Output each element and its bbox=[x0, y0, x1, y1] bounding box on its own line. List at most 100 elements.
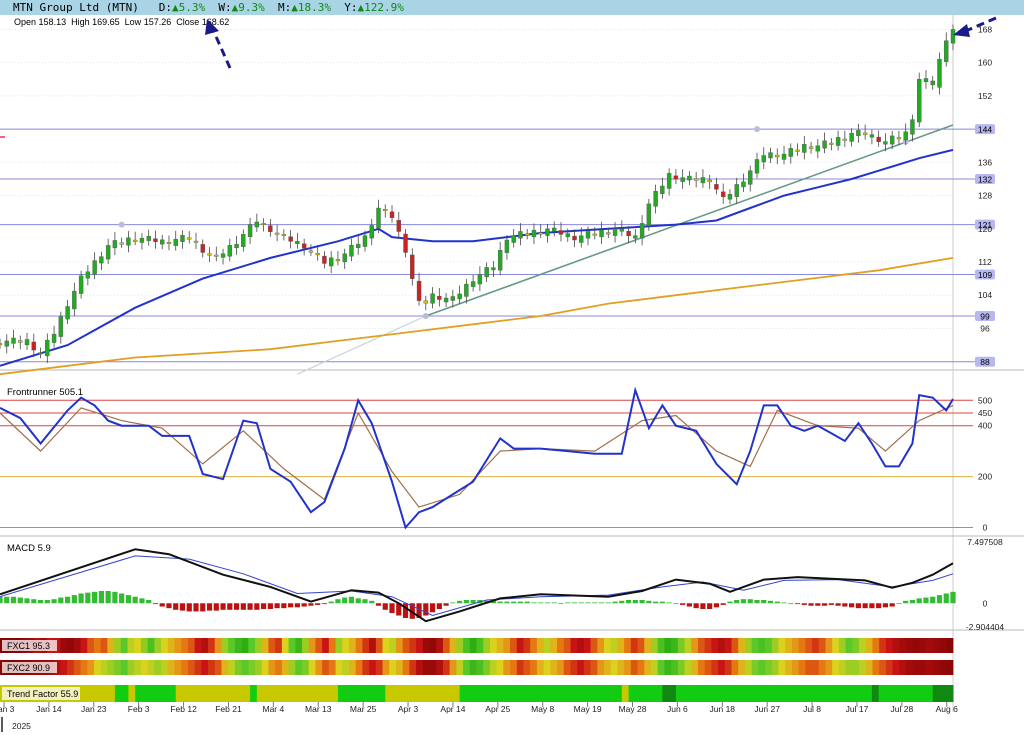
candle-body bbox=[92, 260, 97, 275]
candle bbox=[193, 232, 199, 249]
heat-cell bbox=[281, 660, 289, 675]
macd-histogram-bar bbox=[179, 603, 186, 611]
macd-histogram-bar bbox=[37, 599, 44, 604]
heat-cell bbox=[161, 660, 169, 675]
candle bbox=[38, 347, 43, 359]
heat-cell bbox=[295, 638, 303, 653]
candle-body bbox=[376, 207, 381, 229]
candle bbox=[437, 287, 442, 307]
macd-histogram-bar bbox=[355, 598, 361, 604]
candle bbox=[58, 311, 64, 344]
heat-cell bbox=[818, 660, 826, 675]
candle bbox=[835, 130, 841, 151]
candle-body bbox=[227, 245, 233, 257]
candle bbox=[85, 265, 91, 286]
candle bbox=[497, 241, 503, 276]
macd-histogram-bar bbox=[10, 596, 17, 604]
heat-cell bbox=[395, 638, 404, 653]
heat-cell bbox=[671, 638, 679, 653]
heat-cell bbox=[161, 638, 169, 653]
macd-histogram-bar bbox=[788, 603, 794, 605]
candle-body bbox=[876, 136, 881, 142]
macd-histogram-bar bbox=[558, 603, 564, 605]
heat-cell bbox=[201, 638, 209, 653]
macd-histogram-bar bbox=[815, 603, 821, 606]
candle bbox=[889, 130, 895, 150]
candle bbox=[166, 235, 172, 251]
candle bbox=[457, 285, 462, 304]
trendline-ext bbox=[297, 315, 427, 375]
heat-cell bbox=[395, 660, 404, 675]
candle bbox=[335, 251, 341, 266]
candle bbox=[545, 223, 550, 243]
heat-cell bbox=[570, 638, 578, 653]
heat-cell bbox=[429, 638, 437, 653]
candle bbox=[301, 238, 307, 256]
pivot-marker bbox=[422, 313, 429, 320]
candle bbox=[734, 177, 739, 204]
price-tick: 152 bbox=[978, 91, 992, 101]
trend-segment bbox=[135, 685, 177, 702]
heat-cell bbox=[342, 638, 350, 653]
heat-cell bbox=[315, 638, 323, 653]
macd-histogram-bar bbox=[64, 596, 71, 604]
heat-cell bbox=[872, 638, 880, 653]
heat-cell bbox=[449, 660, 457, 675]
heat-cell bbox=[852, 638, 860, 653]
candle bbox=[484, 262, 489, 282]
heat-cell bbox=[630, 638, 638, 653]
candle-body bbox=[349, 245, 354, 257]
level-tag bbox=[975, 219, 995, 230]
candle bbox=[288, 230, 293, 249]
macd-histogram-bar bbox=[659, 601, 665, 604]
macd-histogram-bar bbox=[571, 602, 578, 604]
heat-cell bbox=[288, 638, 296, 653]
candle bbox=[944, 32, 949, 67]
macd-histogram-bar bbox=[625, 599, 632, 604]
heat-cell bbox=[657, 638, 665, 653]
candle bbox=[565, 228, 570, 242]
candle-body bbox=[788, 148, 793, 157]
heat-cell bbox=[469, 638, 477, 653]
heat-cell bbox=[214, 638, 222, 653]
level-tag bbox=[975, 269, 995, 280]
heat-cell bbox=[677, 660, 685, 675]
candle-body bbox=[720, 191, 726, 198]
heat-cell bbox=[771, 660, 779, 675]
macd-histogram-bar bbox=[821, 603, 828, 606]
candle bbox=[105, 238, 111, 265]
candle bbox=[241, 229, 246, 252]
macd-histogram-bar bbox=[943, 593, 949, 604]
trend-segment bbox=[250, 685, 258, 702]
candle-body bbox=[288, 236, 293, 242]
heat-cell bbox=[436, 660, 444, 675]
candle bbox=[883, 133, 888, 152]
macd-histogram-bar bbox=[0, 596, 3, 604]
candle-body bbox=[295, 240, 300, 245]
candle-body bbox=[896, 137, 902, 140]
candle-body bbox=[937, 58, 942, 88]
candle-body bbox=[707, 179, 712, 183]
candle-body bbox=[883, 141, 888, 145]
macd-histogram-bar bbox=[193, 603, 199, 612]
heat-cell bbox=[812, 660, 820, 675]
candle bbox=[842, 130, 848, 147]
heat-cell bbox=[711, 660, 719, 675]
candle-body bbox=[660, 185, 665, 194]
candle-body bbox=[639, 223, 645, 239]
macd-histogram-bar bbox=[186, 603, 192, 612]
candle bbox=[775, 148, 780, 165]
heat-cell bbox=[838, 660, 847, 675]
macd-histogram-bar bbox=[876, 603, 882, 609]
heat-cell bbox=[738, 660, 746, 675]
heat-cell bbox=[570, 660, 578, 675]
candle bbox=[234, 235, 239, 255]
price-panel: 144 132 121 109 99 88 168 160 152 136 128 120 112 104… bbox=[0, 15, 1024, 712]
x-tick-label: Apr 14 bbox=[440, 704, 465, 714]
heat-cell bbox=[577, 660, 585, 675]
candle bbox=[524, 228, 530, 240]
level-label: 132 bbox=[978, 174, 992, 184]
heat-cell bbox=[650, 660, 659, 675]
heat-cell bbox=[557, 638, 565, 653]
candle-body bbox=[524, 233, 530, 236]
